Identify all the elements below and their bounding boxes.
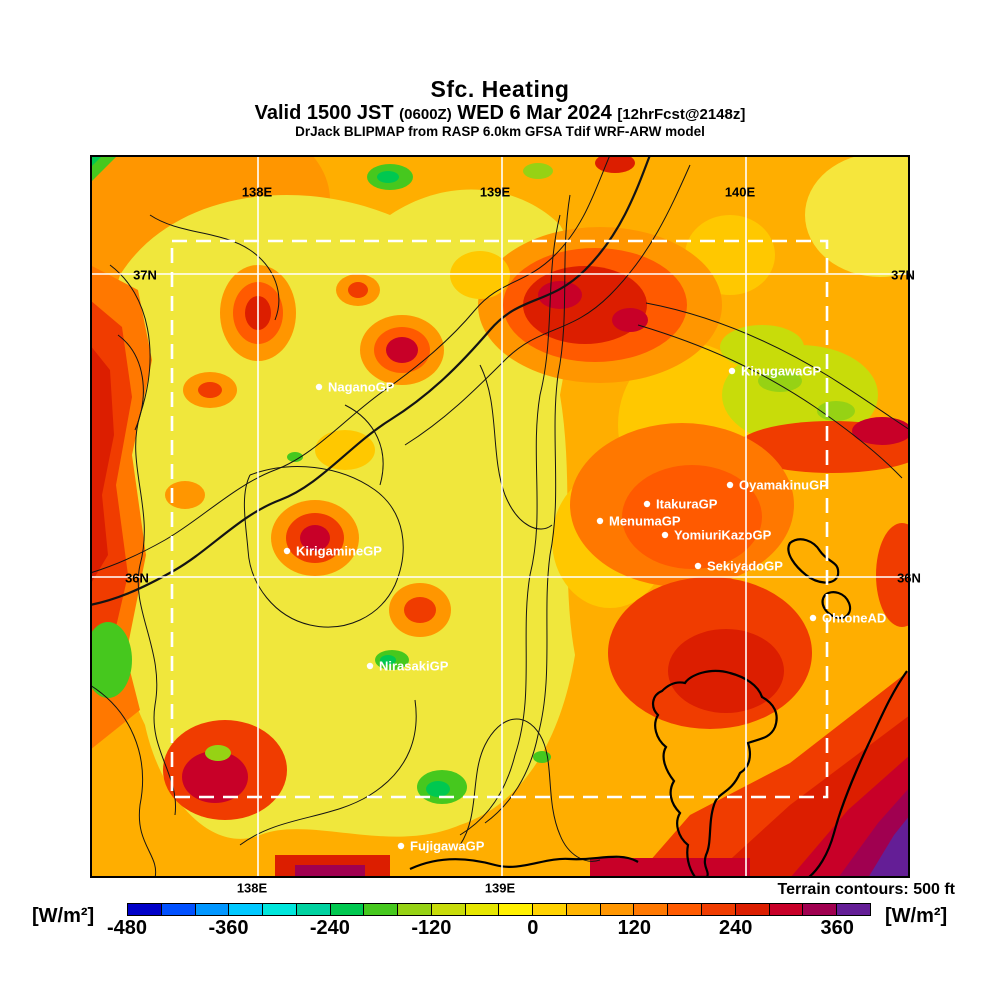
axis-label: 36N bbox=[125, 570, 149, 586]
colorbar-cell bbox=[195, 904, 230, 915]
colorbar-tick-label: -480 bbox=[106, 917, 148, 939]
site-marker-kinugawagp[interactable]: KinugawaGP bbox=[728, 364, 822, 379]
site-marker-menumagp[interactable]: MenumaGP bbox=[596, 514, 681, 529]
site-label: ItakuraGP bbox=[656, 497, 718, 512]
latlon-grid bbox=[90, 155, 910, 878]
site-marker-fujigawagp[interactable]: FujigawaGP bbox=[397, 839, 485, 854]
site-label: FujigawaGP bbox=[410, 839, 485, 854]
axis-label: 138E bbox=[236, 880, 268, 896]
colorbar-cell bbox=[600, 904, 635, 915]
site-dot bbox=[366, 662, 374, 670]
site-marker-nirasakigp[interactable]: NirasakiGP bbox=[366, 659, 449, 674]
colorbar-tick-label: -360 bbox=[208, 917, 249, 939]
site-dot bbox=[728, 367, 736, 375]
site-marker-itakuragp[interactable]: ItakuraGP bbox=[643, 497, 718, 512]
colorbar-ticks: -480 -360 -240 -120 0 120 240 360 bbox=[107, 917, 871, 943]
colorbar-cell bbox=[837, 904, 870, 915]
model-domain-boundary bbox=[170, 239, 829, 799]
colorbar-cell bbox=[364, 904, 399, 915]
colorbar-cell bbox=[566, 904, 601, 915]
valid-time-utc: (0600Z) bbox=[399, 106, 452, 123]
colorbar-cell bbox=[533, 904, 567, 915]
colorbar-tick-label: -120 bbox=[411, 917, 452, 939]
colorbar-cell bbox=[330, 904, 365, 915]
colorbar-tick-label: 360 bbox=[820, 917, 854, 939]
terrain-contours bbox=[90, 155, 910, 878]
colorbar-unit-right: [W/m²] bbox=[885, 905, 948, 927]
valid-date: WED 6 Mar 2024 bbox=[457, 102, 612, 124]
colorbar-tick-label: -240 bbox=[309, 917, 350, 939]
site-label: SekiyadoGP bbox=[707, 559, 783, 574]
site-dot bbox=[315, 383, 323, 391]
site-marker-sekiyadogp[interactable]: SekiyadoGP bbox=[694, 559, 783, 574]
axis-label: 140E bbox=[724, 184, 756, 200]
axis-label: 139E bbox=[479, 184, 511, 200]
colorbar-cell bbox=[229, 904, 264, 915]
colorbar-tick-label: 0 bbox=[527, 917, 539, 939]
valid-time-main: Valid 1500 JST bbox=[254, 102, 394, 124]
site-marker-ohtonead[interactable]: OhtoneAD bbox=[809, 611, 886, 626]
forecast-map[interactable]: NaganoGP KinugawaGP OyamakinuGP ItakuraGP Me… bbox=[90, 155, 910, 878]
colorbar-cell bbox=[735, 904, 770, 915]
page-title: Sfc. Heating bbox=[430, 76, 570, 102]
colorbar-cell bbox=[499, 904, 534, 915]
colorbar-cell bbox=[128, 904, 162, 915]
colorbar-cell bbox=[465, 904, 500, 915]
site-dot bbox=[596, 517, 604, 525]
site-label: NirasakiGP bbox=[379, 659, 449, 674]
colorbar-tick-label: 240 bbox=[719, 917, 753, 939]
axis-label: 138E bbox=[241, 184, 273, 200]
colorbar-cell bbox=[431, 904, 466, 915]
site-marker-kirigaminegp[interactable]: KirigamineGP bbox=[283, 544, 382, 559]
site-label: KirigamineGP bbox=[296, 544, 382, 559]
colorbar-cell bbox=[803, 904, 838, 915]
map-border bbox=[90, 155, 910, 878]
colorbar-cell bbox=[296, 904, 331, 915]
colorbar-cell bbox=[161, 904, 196, 915]
axis-label: 139E bbox=[484, 880, 516, 896]
model-attribution: DrJack BLIPMAP from RASP 6.0km GFSA Tdif… bbox=[295, 124, 705, 139]
site-dot bbox=[397, 842, 405, 850]
axis-label: 37N bbox=[891, 267, 915, 283]
site-dot bbox=[809, 614, 817, 622]
colorbar-unit-left: [W/m²] bbox=[32, 905, 95, 927]
colorbar-cell bbox=[769, 904, 804, 915]
site-label: KinugawaGP bbox=[741, 364, 822, 379]
site-dot bbox=[283, 547, 291, 555]
colorbar-cell bbox=[634, 904, 669, 915]
terrain-contour-note: Terrain contours: 500 ft bbox=[777, 881, 955, 898]
site-dot bbox=[726, 481, 734, 489]
major-contours bbox=[90, 155, 652, 607]
colorbar-cell bbox=[702, 904, 736, 915]
site-marker-yomiurikazogp[interactable]: YomiuriKazoGP bbox=[661, 528, 772, 543]
colorbar-cell bbox=[398, 904, 432, 915]
site-label: OyamakinuGP bbox=[739, 478, 828, 493]
site-label: YomiuriKazoGP bbox=[674, 528, 772, 543]
site-label: OhtoneAD bbox=[822, 611, 886, 626]
site-label: NaganoGP bbox=[328, 380, 395, 395]
colorbar-cell bbox=[668, 904, 703, 915]
sites-layer: NaganoGP KinugawaGP OyamakinuGP ItakuraGP Me… bbox=[283, 364, 886, 854]
colorbar bbox=[127, 903, 871, 916]
site-label: MenumaGP bbox=[609, 514, 681, 529]
colorbar-tick-label: 120 bbox=[617, 917, 651, 939]
coastline bbox=[409, 538, 908, 878]
site-dot bbox=[694, 562, 702, 570]
map-canvas: NaganoGP KinugawaGP OyamakinuGP ItakuraGP Me… bbox=[90, 155, 910, 878]
site-dot bbox=[643, 500, 651, 508]
site-marker-naganogp[interactable]: NaganoGP bbox=[315, 380, 395, 395]
valid-time-line: Valid 1500 JST (0600Z) WED 6 Mar 2024 [1… bbox=[0, 102, 1000, 125]
site-dot bbox=[661, 531, 669, 539]
axis-label: 37N bbox=[133, 267, 157, 283]
axis-label: 36N bbox=[897, 570, 921, 586]
site-marker-oyamakinugp[interactable]: OyamakinuGP bbox=[726, 478, 828, 493]
colorbar-cell bbox=[263, 904, 297, 915]
forecast-cycle: [12hrFcst@2148z] bbox=[617, 106, 746, 123]
